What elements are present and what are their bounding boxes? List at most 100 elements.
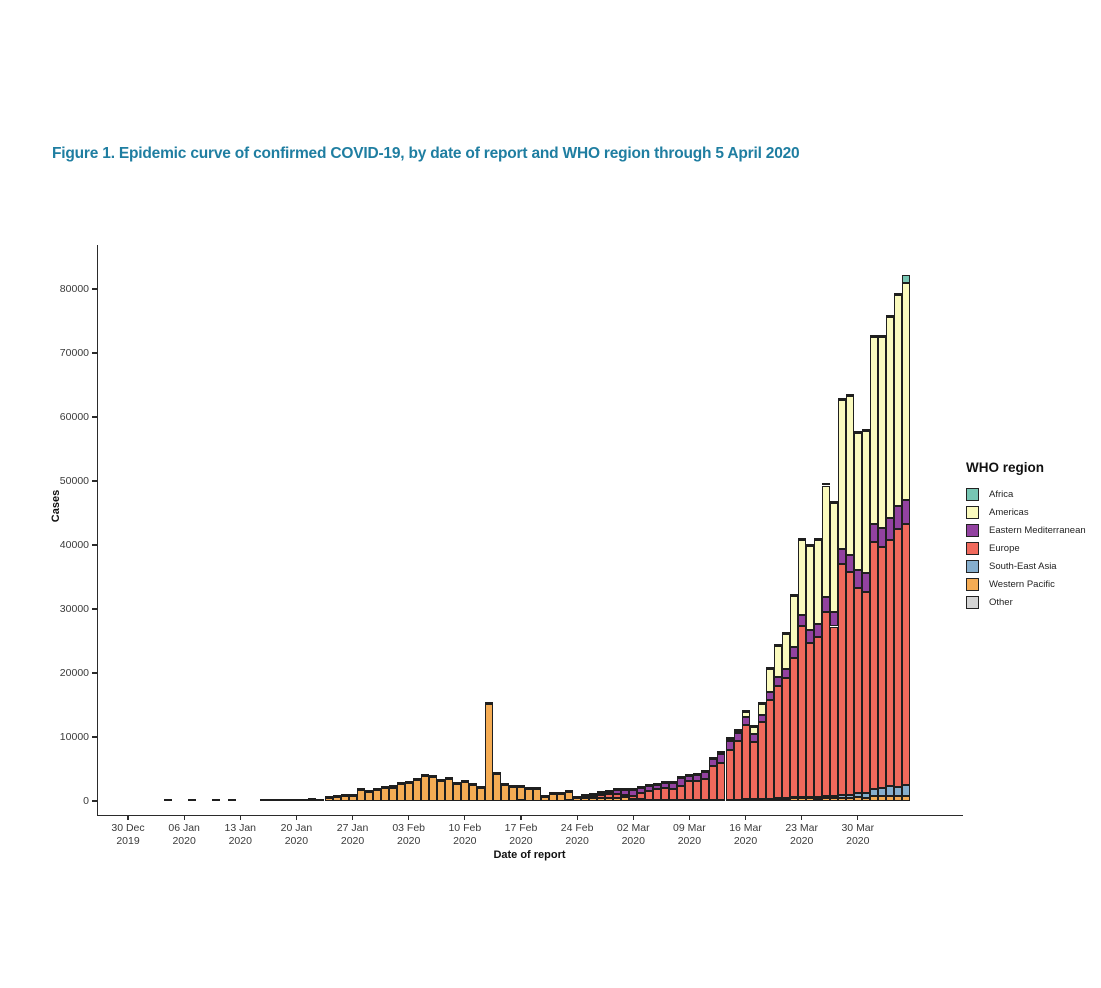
bar-segment-western-pacific (388, 787, 397, 801)
bar-segment-africa (797, 538, 806, 541)
y-tick-label: 10000 (59, 730, 89, 743)
bar-segment-africa (773, 643, 782, 646)
legend-swatch-south-east-asia (966, 559, 979, 573)
legend-item-south-east-asia: South-East Asia (966, 557, 1100, 575)
bar-segment-americas (348, 793, 357, 796)
bar-segment-eastern-mediterranean (597, 792, 606, 795)
bar-segment-europe (476, 786, 485, 789)
y-tick-mark (92, 480, 97, 482)
bar-segment-americas (757, 704, 766, 715)
bar-segment-south-east-asia (853, 793, 862, 798)
legend-swatch-western-pacific (966, 577, 979, 591)
bar-segment-south-east-asia (845, 794, 854, 799)
bar-segment-western-pacific (460, 781, 469, 801)
bar-segment-africa (805, 543, 814, 546)
x-axis-title: Date of report (493, 849, 566, 861)
bar-segment-europe (508, 784, 517, 787)
bar-segment-africa (821, 483, 830, 486)
y-tick-label: 60000 (59, 410, 89, 423)
y-tick-label: 70000 (59, 346, 89, 359)
bar-segment-eastern-mediterranean (605, 792, 614, 795)
bar-segment-western-pacific (484, 703, 493, 801)
bar-segment-eastern-mediterranean (725, 740, 734, 750)
bar-segment-eastern-mediterranean (516, 785, 525, 788)
x-tick-mark (744, 815, 747, 820)
x-tick-mark (688, 815, 690, 820)
bar-segment-south-east-asia (901, 784, 910, 796)
bar-segment-western-pacific (845, 798, 854, 801)
bar-segment-western-pacific (380, 788, 389, 801)
bar-segment-eastern-mediterranean (685, 776, 694, 782)
bar-segment-south-east-asia (813, 796, 822, 799)
bar-segment-africa (757, 702, 766, 705)
bar-segment-africa (765, 667, 774, 670)
legend-label-other: Other (989, 596, 1013, 608)
bar-segment-europe (396, 782, 405, 785)
bar-segment-europe (725, 749, 734, 800)
legend-label-eastern-mediterranean: Eastern Mediterranean (989, 524, 1086, 536)
bar-segment-eastern-mediterranean (677, 778, 686, 787)
bar-segment-western-pacific (268, 799, 277, 801)
bar-segment-africa (725, 736, 734, 739)
legend-items: Africa Americas Eastern Mediterranean Europ… (966, 485, 1100, 611)
bar-segment-western-pacific (372, 789, 381, 801)
bar-segment-eastern-mediterranean (877, 527, 886, 547)
bar-segment-americas (468, 782, 477, 785)
x-tick-label: 30 Dec 2019 (111, 822, 145, 847)
bar-segment-eastern-mediterranean (773, 676, 782, 686)
bar-segment-europe (701, 779, 710, 801)
bar-segment-americas (589, 792, 598, 795)
bar-segment-americas (677, 776, 686, 779)
bar-segment-americas (797, 540, 806, 615)
bar-segment-americas (701, 770, 710, 773)
bar-segment-western-pacific (284, 799, 293, 801)
bar-segment-western-pacific (436, 780, 445, 801)
bar-segment-western-pacific (821, 798, 830, 801)
bar-segment-europe (741, 724, 750, 800)
x-tick-mark (576, 815, 578, 820)
bar-segment-europe (749, 741, 758, 800)
bar-segment-americas (845, 395, 854, 556)
bar-segment-americas (733, 730, 742, 734)
bar-segment-americas (685, 774, 694, 777)
bar-segment-africa (853, 431, 862, 434)
bar-segment-western-pacific (396, 784, 405, 801)
bar-segment-europe (853, 587, 862, 794)
legend-label-western-pacific: Western Pacific (989, 578, 1055, 590)
bar-segment-eastern-mediterranean (452, 782, 461, 785)
bar-segment-americas (709, 757, 718, 760)
bar-segment-eastern-mediterranean (629, 789, 638, 796)
y-tick-mark (92, 608, 97, 610)
bar-segment-eastern-mediterranean (853, 569, 862, 588)
bar-segment-western-pacific (813, 798, 822, 801)
bar-segment-africa (813, 538, 822, 541)
bar-segment-europe (605, 794, 614, 798)
bar-segment-europe (693, 781, 702, 801)
bar-segment-europe (757, 722, 766, 799)
x-tick-mark (239, 815, 241, 820)
x-tick-mark (632, 815, 634, 820)
bar-segment-western-pacific (557, 793, 566, 801)
bar-segment-eastern-mediterranean (621, 790, 630, 795)
bar-segment-europe (653, 789, 662, 800)
bar-segment-eastern-mediterranean (861, 572, 870, 593)
bar-segment-europe (364, 789, 373, 792)
bar-segment-europe (557, 791, 566, 794)
legend-swatch-africa (966, 487, 979, 501)
bar-segment-americas (781, 634, 790, 670)
bar-segment-western-pacific (468, 784, 477, 801)
bar-segment-western-pacific (188, 799, 197, 801)
bar-segment-africa (749, 725, 758, 728)
bar-segment-western-pacific (629, 799, 638, 801)
bar-segment-europe (797, 626, 806, 798)
bar-segment-western-pacific (212, 799, 221, 801)
bar-segment-eastern-mediterranean (749, 733, 758, 742)
bar-segment-western-pacific (573, 798, 582, 801)
bar-segment-americas (885, 317, 894, 518)
bar-segment-south-east-asia (821, 796, 830, 799)
bar-segment-europe (861, 592, 870, 794)
bar-segment-western-pacific (901, 795, 910, 801)
bar-segment-western-pacific (164, 799, 173, 801)
figure-title: Figure 1. Epidemic curve of confirmed CO… (52, 145, 800, 162)
x-tick-label: 16 Mar 2020 (729, 822, 762, 847)
